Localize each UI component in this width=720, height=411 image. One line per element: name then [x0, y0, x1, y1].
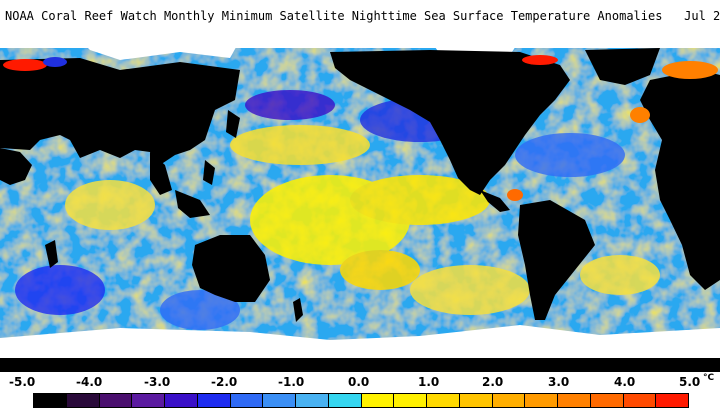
- tick-label: -3.0: [144, 375, 171, 389]
- colorbar-swatch: [394, 394, 427, 407]
- arctic-warm-anomalies: [3, 55, 718, 201]
- tick-label: 2.0: [482, 375, 504, 389]
- tick-label: 1.0: [418, 375, 440, 389]
- colorbar-swatch: [623, 394, 657, 407]
- map-title: NOAA Coral Reef Watch Monthly Minimum Sa…: [5, 9, 720, 23]
- colorbar-swatch: [427, 394, 460, 407]
- tick-label: -4.0: [76, 375, 103, 389]
- colorbar-swatch: [361, 394, 395, 407]
- anomaly-colorbar: [33, 393, 689, 408]
- colorbar-swatch: [590, 394, 624, 407]
- tick-label: -5.0: [9, 375, 36, 389]
- colorbar-swatch: [558, 394, 591, 407]
- tick-label: -1.0: [278, 375, 305, 389]
- tick-label: 4.0: [614, 375, 636, 389]
- colorbar-swatch: [263, 394, 296, 407]
- colorbar-swatch: [296, 394, 329, 407]
- colorbar-tick-labels: -5.0 -4.0 -3.0 -2.0 -1.0 0.0 1.0 2.0 3.0…: [0, 373, 720, 393]
- colorbar-swatch: [230, 394, 264, 407]
- colorbar-swatch: [328, 394, 362, 407]
- colorbar-swatch: [459, 394, 493, 407]
- tick-label: 0.0: [348, 375, 370, 389]
- warm-anomaly-regions: [65, 125, 660, 315]
- colorbar-swatch: [34, 394, 67, 407]
- colorbar-swatch: [99, 394, 133, 407]
- colorbar-swatch: [492, 394, 526, 407]
- land-masses: [0, 48, 720, 372]
- tick-label: -2.0: [211, 375, 238, 389]
- world-sst-anomaly-map: [0, 40, 720, 372]
- tick-label: 5.0: [679, 375, 701, 389]
- colorbar-swatch: [525, 394, 558, 407]
- cool-anomaly-regions: [15, 90, 625, 330]
- colorbar-swatch: [132, 394, 165, 407]
- colorbar-swatch: [656, 394, 688, 407]
- colorbar-swatch: [66, 394, 100, 407]
- tick-label: 3.0: [548, 375, 570, 389]
- colorbar-swatch: [197, 394, 231, 407]
- colorbar-swatch: [165, 394, 198, 407]
- unit-label: °C: [703, 373, 715, 383]
